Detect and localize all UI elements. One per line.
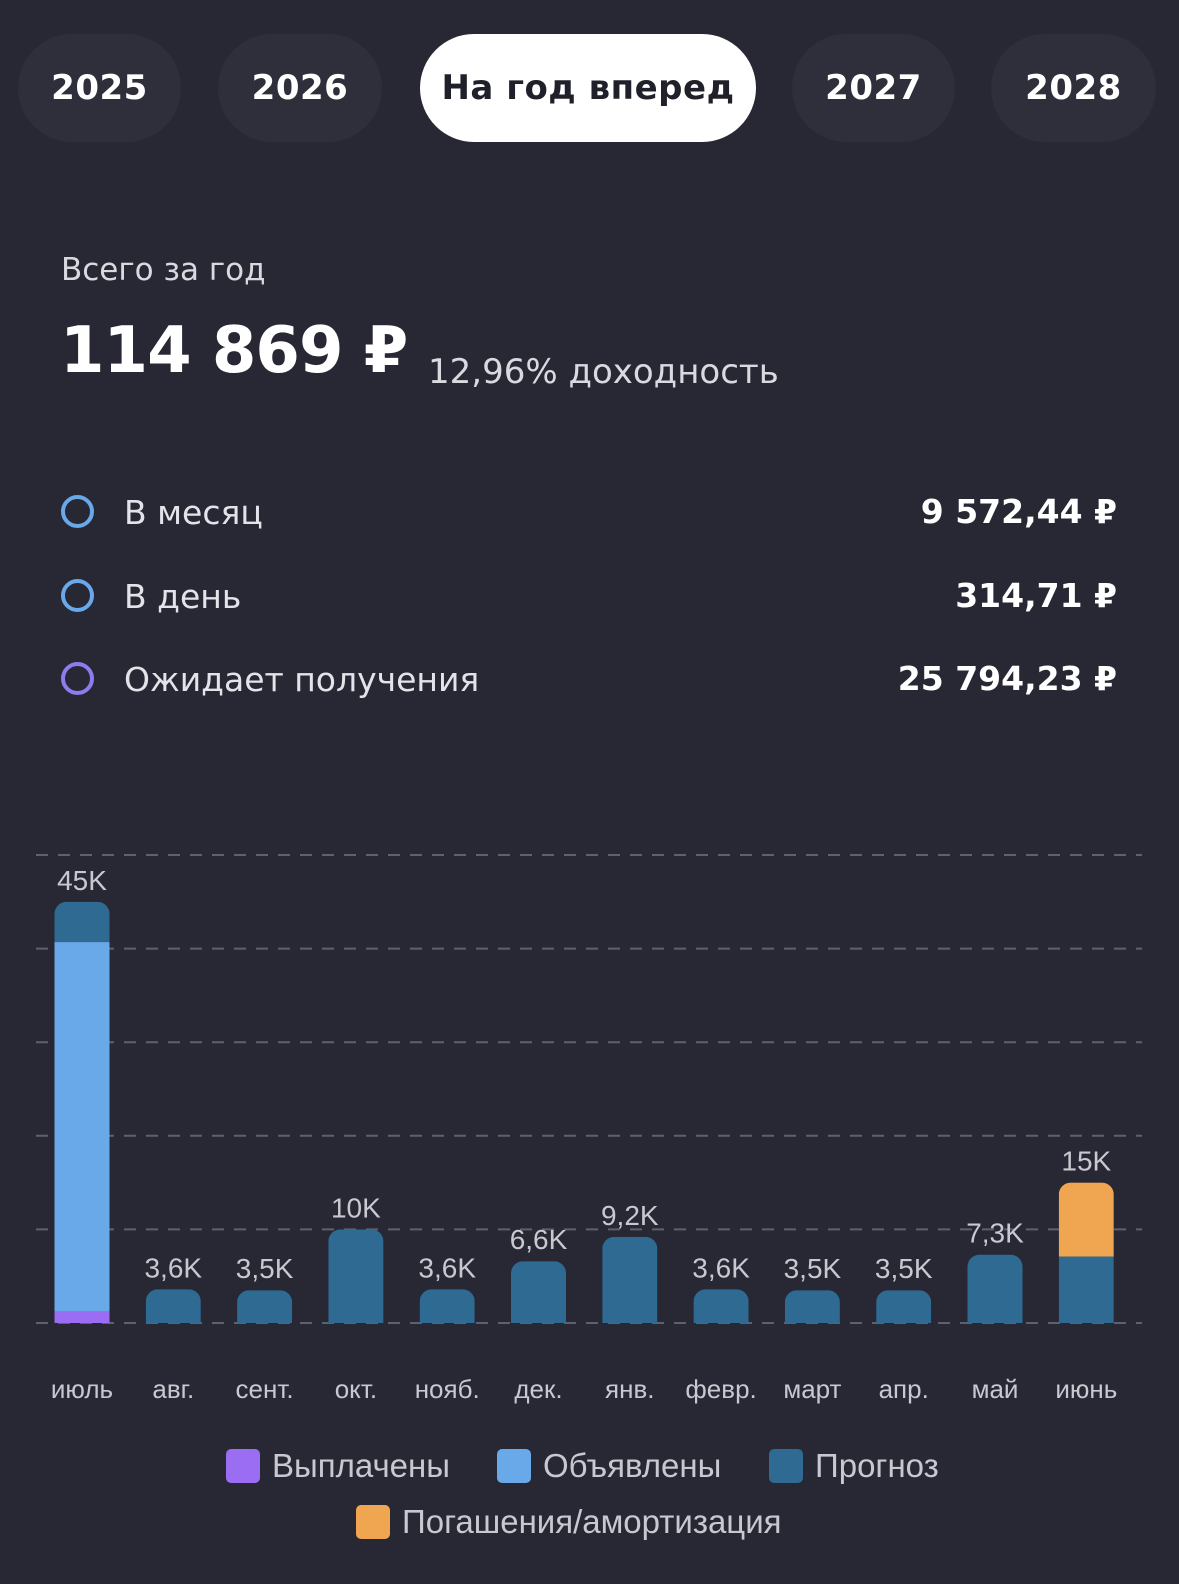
legend-label: Погашения/амортизация xyxy=(402,1503,782,1540)
yield-text: 12,96% доходность xyxy=(428,352,779,392)
bar-value-label: 3,6K xyxy=(692,1252,750,1283)
stat-value: 25 794,23 ₽ xyxy=(897,659,1117,698)
stat-value: 9 572,44 ₽ xyxy=(920,492,1117,531)
bar-value-label: 3,5K xyxy=(236,1253,294,1284)
bar-segment-forecast xyxy=(328,1229,384,1323)
legend-label: Выплачены xyxy=(272,1447,450,1484)
bar-segment-forecast xyxy=(876,1290,932,1323)
bar-segment-announced xyxy=(54,942,110,1312)
bar-value-label: 3,5K xyxy=(875,1253,933,1284)
stat-label: Ожидает получения xyxy=(124,660,480,699)
bar-value-label: 15K xyxy=(1061,1146,1111,1177)
legend-label: Объявлены xyxy=(543,1447,722,1484)
bar-value-label: 7,3K xyxy=(966,1218,1024,1249)
x-axis-label: авг. xyxy=(152,1374,194,1404)
legend-row: Погашения/амортизация xyxy=(0,1502,1179,1552)
bar-value-label: 45K xyxy=(57,865,107,896)
bar-value-label: 3,6K xyxy=(144,1252,202,1283)
stat-label: В месяц xyxy=(124,493,263,532)
legend-swatch xyxy=(226,1449,260,1483)
x-axis-label: июль xyxy=(51,1374,113,1404)
x-axis-label: февр. xyxy=(685,1374,756,1404)
bar-segment-forecast xyxy=(602,1236,658,1323)
period-tabs: 2025 2026 На год вперед 2027 2028 xyxy=(0,34,1179,142)
stat-row-month: В месяц 9 572,44 ₽ xyxy=(61,490,1117,540)
bar-segment-forecast xyxy=(1058,1256,1114,1323)
bar-value-label: 3,6K xyxy=(418,1252,476,1283)
x-axis-label: янв. xyxy=(605,1374,654,1404)
total-label: Всего за год xyxy=(61,252,266,288)
payouts-bar-chart: 45K июль 3,6K авг. 3,5K сент. 10K окт. 3,6K нояб.… xyxy=(36,854,1142,1404)
x-axis-label: май xyxy=(972,1374,1019,1404)
bar-value-label: 9,2K xyxy=(601,1200,659,1231)
x-axis-label: март xyxy=(783,1374,841,1404)
x-axis-label: нояб. xyxy=(415,1374,480,1404)
tab-2027[interactable]: 2027 xyxy=(792,34,955,142)
bar-segment-forecast xyxy=(784,1290,840,1323)
bar-value-label: 10K xyxy=(331,1192,381,1223)
legend-label: Прогноз xyxy=(815,1447,939,1484)
legend-swatch xyxy=(497,1449,531,1483)
bar-segment-forecast xyxy=(511,1261,566,1323)
bar-segment-forecast xyxy=(54,901,110,943)
bar-segment-forecast xyxy=(237,1290,293,1323)
total-value: 114 869 ₽ xyxy=(60,314,408,388)
bar-segment-paid xyxy=(54,1311,110,1323)
bar-value-label: 3,5K xyxy=(784,1253,842,1284)
legend-item-forecast: Прогноз xyxy=(769,1446,939,1486)
x-axis-label: июнь xyxy=(1055,1374,1117,1404)
stat-row-pending: Ожидает получения 25 794,23 ₽ xyxy=(61,657,1117,707)
circle-icon xyxy=(61,495,94,528)
x-axis-label: апр. xyxy=(879,1374,929,1404)
legend-swatch xyxy=(769,1449,803,1483)
bar-segment-forecast xyxy=(145,1289,201,1323)
legend-row: Выплачены Объявлены Прогноз xyxy=(0,1446,1179,1496)
stat-label: В день xyxy=(124,577,242,616)
tab-2025[interactable]: 2025 xyxy=(18,34,181,142)
bar-segment-forecast xyxy=(967,1254,1023,1323)
legend-item-announced: Объявлены xyxy=(497,1446,721,1486)
tab-year-ahead[interactable]: На год вперед xyxy=(420,34,756,142)
x-axis-label: сент. xyxy=(236,1374,294,1404)
x-axis-label: дек. xyxy=(514,1374,562,1404)
legend-item-redemption: Погашения/амортизация xyxy=(356,1502,782,1542)
x-axis-label: окт. xyxy=(335,1374,377,1404)
tab-2028[interactable]: 2028 xyxy=(991,34,1156,142)
legend-swatch xyxy=(356,1505,390,1539)
bar-segment-forecast xyxy=(693,1289,749,1323)
bar-segment-redemption xyxy=(1058,1182,1114,1257)
bar-value-label: 6,6K xyxy=(510,1224,568,1255)
circle-icon xyxy=(61,579,94,612)
stat-value: 314,71 ₽ xyxy=(955,576,1117,615)
stat-row-day: В день 314,71 ₽ xyxy=(61,574,1117,624)
circle-icon xyxy=(61,662,94,695)
legend-item-paid: Выплачены xyxy=(226,1446,450,1486)
tab-2026[interactable]: 2026 xyxy=(218,34,382,142)
bar-segment-forecast xyxy=(419,1289,475,1323)
